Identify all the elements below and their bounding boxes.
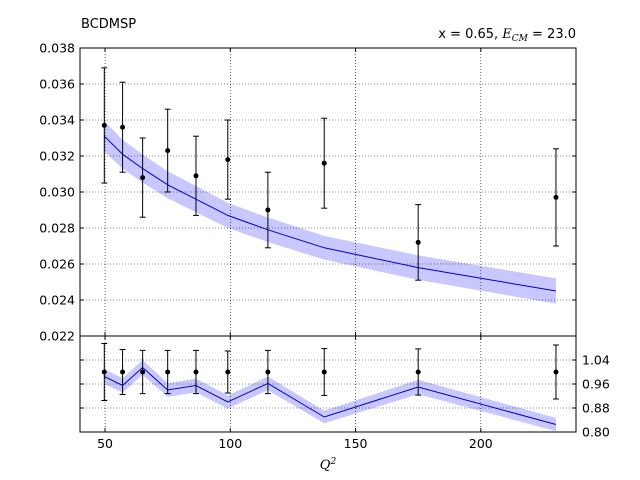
top-data-point [101,122,107,128]
title-right-prefix: x = 0.65, [438,27,502,42]
bottom-data-point [165,369,171,375]
top-y-tick-label: 0.038 [39,41,75,56]
bottom-y-tick-label: 1.04 [582,353,610,368]
top-y-tick-label: 0.032 [39,149,75,164]
top-theory-line [103,135,557,292]
top-data-point [120,124,126,130]
bottom-y-tick-label: 0.88 [582,401,610,416]
bottom-x-tick-label: 100 [218,436,242,451]
title-right-symbol: E [501,27,512,42]
top-theory-band [104,120,556,304]
bottom-theory-band [104,360,556,432]
bottom-data-point [415,369,421,375]
top-y-tick-label: 0.022 [39,329,75,344]
top-data-point [553,194,559,200]
bottom-data-point [140,369,146,375]
title-right-suffix: = 23.0 [528,27,576,42]
bottom-data-point [101,369,107,375]
bottom-x-tick-label: 200 [469,436,493,451]
bottom-y-tick-label: 0.80 [582,425,610,440]
x-axis-label: Q2 [320,457,337,473]
chart-title-right: x = 0.65, ECM = 23.0 [438,27,576,44]
bottom-data-point [225,369,231,375]
bottom-x-tick-label: 50 [97,436,113,451]
top-data-point [415,239,421,245]
bottom-x-tick-label: 150 [344,436,368,451]
title-right-subscript: CM [512,34,529,44]
bottom-data-point [321,369,327,375]
top-data-point [140,175,146,181]
bottom-y-tick-label: 0.96 [582,377,610,392]
top-y-tick-label: 0.026 [39,257,75,272]
top-y-tick-label: 0.030 [39,185,75,200]
x-axis-label-base: Q [320,458,331,473]
top-data-point [165,148,171,154]
top-data-point [225,157,231,163]
top-data-point [265,207,271,213]
top-y-tick-label: 0.034 [39,113,75,128]
bottom-theory-line [104,366,557,425]
x-axis-label-sup: 2 [329,457,336,467]
bottom-panel: 0.80 0.88 0.96 1.04 50 100 150 200 [79,335,610,451]
top-y-tick-label: 0.036 [39,77,75,92]
top-y-tick-label: 0.024 [39,293,75,308]
bottom-data-point [120,369,126,375]
bottom-data-point [265,369,271,375]
top-panel: 0.022 0.024 0.026 0.028 0.030 0.032 0.034 0.036… [39,41,577,344]
top-data-point [193,173,199,179]
top-data-point [321,160,327,166]
chart-title-left: BCDMSP [81,17,136,32]
bottom-data-point [193,369,199,375]
bottom-data-point [553,369,559,375]
top-y-tick-label: 0.028 [39,221,75,236]
